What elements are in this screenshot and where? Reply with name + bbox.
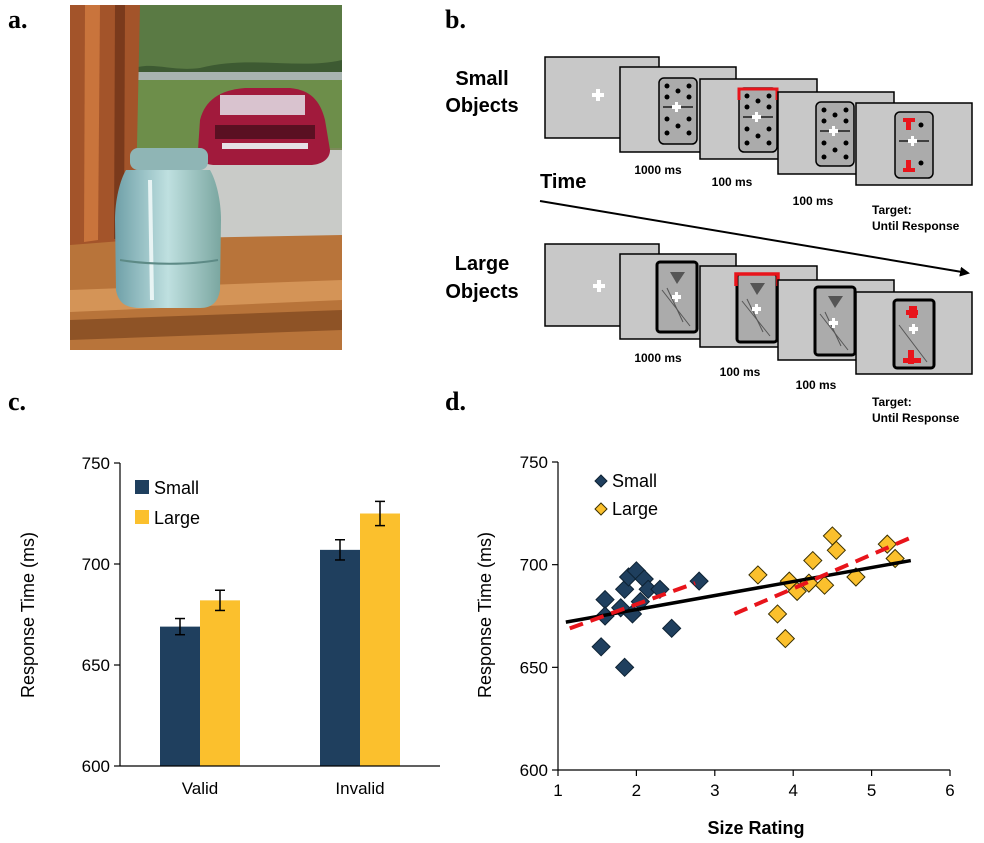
small-frame-target — [855, 102, 973, 186]
bar-chart-y-tick-label: 600 — [82, 757, 110, 776]
panel-letter-a: a. — [8, 5, 28, 34]
time-arrow — [539, 200, 970, 277]
scatter-y-tick-label: 700 — [520, 556, 548, 575]
scatter-y-tick-label: 750 — [520, 453, 548, 472]
small-objects-label-2: Objects — [445, 95, 518, 117]
time-label: Time — [540, 171, 586, 193]
trial-sequence-diagram: Small Objects Large Objects Time — [445, 56, 973, 425]
error-bar — [335, 539, 345, 561]
bar-small-valid — [160, 626, 200, 766]
panel-letter-b: b. — [445, 5, 466, 34]
panel-letter-c: c. — [8, 387, 26, 416]
error-bar — [375, 500, 385, 527]
point-large — [803, 550, 823, 571]
large-duration-3: 100 ms — [796, 378, 837, 392]
point-large — [885, 548, 905, 569]
small-duration-2: 100 ms — [712, 175, 753, 189]
scatter-legend-label-small: Small — [612, 471, 657, 491]
legend-label-large: Large — [154, 508, 200, 528]
point-small — [689, 571, 709, 591]
scatter-x-tick-label: 5 — [867, 781, 876, 800]
scatter-legend-marker-small — [594, 474, 608, 488]
small-duration-3: 100 ms — [793, 194, 834, 208]
panel-letter-d: d. — [445, 387, 466, 416]
scatter-x-tick-label: 2 — [632, 781, 641, 800]
small-target-label-1: Target: — [872, 203, 912, 217]
small-objects-label-1: Small — [455, 68, 508, 90]
scatter-x-tick-label: 1 — [553, 781, 562, 800]
small-target-label-2: Until Response — [872, 219, 960, 233]
bar-chart: Response Time (ms) 600 650 700 750 Valid Inv… — [18, 454, 440, 798]
point-large — [822, 526, 843, 546]
large-frame-target — [855, 291, 973, 375]
bar-chart-y-tick-label: 750 — [82, 454, 110, 473]
large-objects-label-2: Objects — [445, 281, 518, 303]
error-bar — [175, 617, 185, 636]
legend-swatch-large — [135, 510, 149, 524]
bar-small-invalid — [320, 549, 360, 766]
scatter-x-tick-label: 6 — [945, 781, 954, 800]
bar-large-valid — [200, 600, 240, 766]
error-bar — [215, 589, 225, 612]
bar-chart-category-label: Invalid — [335, 779, 384, 798]
scatter-x-axis-label: Size Rating — [707, 818, 804, 838]
large-duration-2: 100 ms — [720, 365, 761, 379]
bar-chart-y-tick-label: 650 — [82, 656, 110, 675]
legend-swatch-small — [135, 480, 149, 494]
bar-large-invalid — [360, 513, 400, 766]
point-large — [767, 604, 788, 624]
point-large — [775, 628, 796, 649]
scatter-plot: Response Time (ms) Size Rating 600 650 700… — [475, 453, 955, 838]
small-duration-1: 1000 ms — [634, 163, 682, 177]
scatter-y-axis-label: Response Time (ms) — [475, 532, 495, 698]
bar-chart-category-label: Valid — [182, 779, 219, 798]
painting-image — [70, 5, 342, 350]
point-small — [595, 589, 615, 610]
trend-line-large — [733, 534, 916, 616]
trend-line-all — [565, 558, 912, 624]
trend-line-small — [569, 581, 696, 631]
scatter-legend-label-large: Large — [612, 499, 658, 519]
bar-chart-y-axis-label: Response Time (ms) — [18, 532, 38, 698]
scatter-y-tick-label: 650 — [520, 658, 548, 677]
scatter-y-tick-label: 600 — [520, 761, 548, 780]
scatter-x-tick-label: 3 — [710, 781, 719, 800]
scatter-x-tick-label: 4 — [788, 781, 797, 800]
point-large — [814, 575, 835, 595]
point-small — [650, 579, 670, 600]
point-large — [748, 565, 768, 585]
point-small — [661, 618, 682, 639]
large-objects-label-1: Large — [455, 253, 509, 275]
scatter-legend-marker-large — [594, 502, 608, 516]
large-target-label-1: Target: — [872, 395, 912, 409]
large-target-label-2: Until Response — [872, 411, 960, 425]
point-small — [591, 637, 611, 657]
point-small — [611, 598, 631, 618]
point-small — [614, 657, 635, 678]
large-duration-1: 1000 ms — [634, 351, 682, 365]
legend-label-small: Small — [154, 478, 199, 498]
point-large — [826, 540, 847, 561]
bar-chart-y-tick-label: 700 — [82, 555, 110, 574]
